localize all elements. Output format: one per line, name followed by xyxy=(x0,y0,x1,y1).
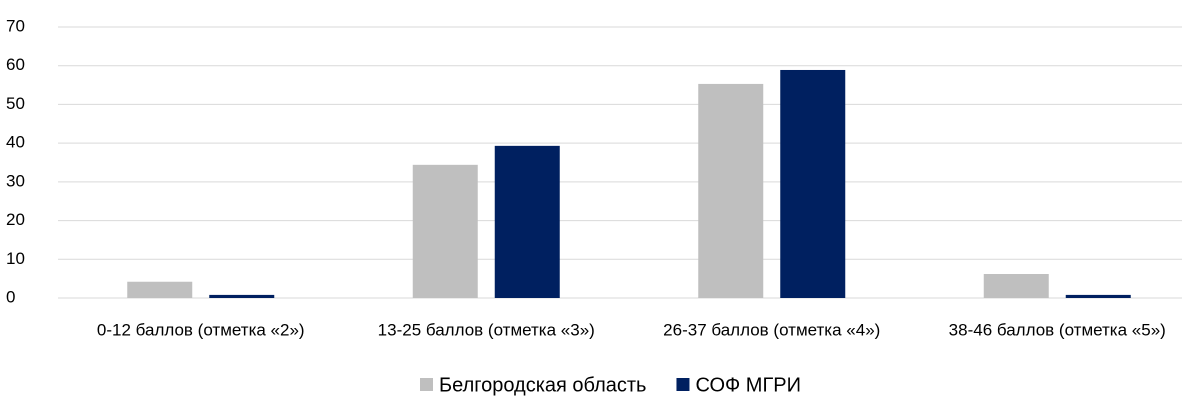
bar xyxy=(983,273,1049,298)
y-tick-label: 70 xyxy=(6,16,25,35)
y-tick-label: 40 xyxy=(6,133,25,152)
legend-label: СОФ МГРИ xyxy=(695,374,801,396)
x-tick-label: 13-25 баллов (отметка «3») xyxy=(378,320,595,339)
x-tick-label: 38-46 баллов (отметка «5») xyxy=(949,320,1166,339)
legend-swatch xyxy=(676,378,690,391)
y-tick-label: 50 xyxy=(6,94,25,113)
bar xyxy=(1065,294,1131,298)
bar xyxy=(127,281,193,298)
x-tick-label: 0-12 баллов (отметка «2») xyxy=(97,320,305,339)
y-tick-label: 10 xyxy=(6,249,25,268)
y-tick-label: 0 xyxy=(6,287,15,306)
y-tick-label: 20 xyxy=(6,210,25,229)
bar xyxy=(494,145,560,298)
bar xyxy=(412,164,478,298)
legend-label: Белгородская область xyxy=(439,374,646,396)
legend-swatch xyxy=(420,378,433,391)
bar xyxy=(209,294,275,298)
x-tick-label: 26-37 баллов (отметка «4») xyxy=(663,320,880,339)
y-tick-label: 60 xyxy=(6,55,25,74)
y-tick-label: 30 xyxy=(6,171,25,190)
bar xyxy=(780,69,846,298)
bar xyxy=(698,83,764,298)
